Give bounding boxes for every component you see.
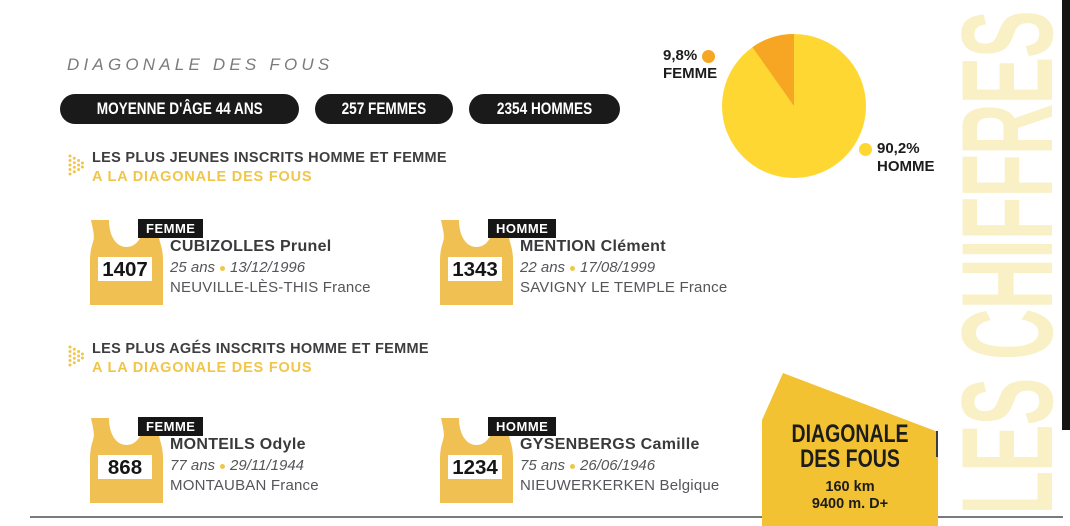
pie-chart-icon [722, 33, 866, 178]
watermark-text: LES CHIFFRES [934, 11, 1070, 515]
dot-separator-icon [220, 266, 226, 271]
badge-average-age: MOYENNE D'ÂGE 44 ANS [60, 94, 300, 124]
gender-tag: FEMME [138, 417, 204, 436]
gender-pie-chart [720, 32, 868, 185]
race-banner-title-line2: DES FOUS [800, 445, 900, 473]
runner-birthdate: 26/06/1946 [580, 457, 656, 474]
dotted-arrow-icon [68, 345, 84, 367]
runner-age-line: 75 ans 26/06/1946 [520, 457, 655, 474]
race-distance: 160 km [825, 479, 875, 495]
runner-card-youngest-homme: 1343 HOMME MENTION Clément 22 ans 17/08/… [440, 213, 790, 308]
gender-tag: HOMME [488, 417, 557, 436]
runner-age-line: 22 ans 17/08/1999 [520, 259, 655, 276]
bib-number: 868 [108, 456, 142, 479]
runner-location: NEUVILLE-LÈS-THIS France [170, 279, 371, 296]
femme-label: FEMME [663, 65, 718, 82]
runner-card-oldest-homme: 1234 HOMME GYSENBERGS Camille 75 ans 26/… [440, 411, 790, 506]
runner-name: MONTEILS Odyle [170, 436, 306, 453]
section-oldest-header: LES PLUS AGÉS INSCRITS HOMME ET FEMME A … [68, 341, 429, 376]
runner-birthdate: 29/11/1944 [230, 457, 305, 474]
canvas-right-edge-strip [1062, 0, 1070, 430]
dotted-arrow-icon [68, 154, 84, 176]
section-title: LES PLUS AGÉS INSCRITS HOMME ET FEMME [92, 341, 429, 357]
stats-badges: MOYENNE D'ÂGE 44 ANS 257 FEMMES 2354 HOM… [60, 94, 621, 124]
badge-women-count: 257 FEMMES [315, 94, 454, 124]
race-banner-title-line1: DIAGONALE [791, 420, 909, 448]
section-subtitle: A LA DIAGONALE DES FOUS [92, 360, 313, 376]
bib-number: 1343 [452, 258, 498, 281]
homme-percent: 90,2% [877, 140, 920, 157]
canvas-bottom-border [30, 516, 1063, 518]
homme-legend-dot-icon [859, 142, 872, 156]
race-bib-vest-icon: 1343 [440, 220, 513, 305]
page-title: DIAGONALE DES FOUS [67, 55, 334, 74]
runner-age: 77 ans [170, 457, 216, 474]
runner-age: 25 ans [170, 259, 216, 276]
section-title: LES PLUS JEUNES INSCRITS HOMME ET FEMME [92, 150, 447, 166]
race-bib-vest-icon: 1407 [90, 220, 163, 305]
runner-card-youngest-femme: 1407 FEMME CUBIZOLLES Prunel 25 ans 13/1… [90, 213, 440, 308]
banner-edge-seam [936, 431, 938, 457]
race-elevation: 9400 m. D+ [811, 496, 889, 512]
runner-location: SAVIGNY LE TEMPLE France [520, 279, 728, 296]
runner-location: MONTAUBAN France [170, 477, 319, 494]
badge-men-count: 2354 HOMMES [469, 94, 621, 124]
runner-name: CUBIZOLLES Prunel [170, 238, 332, 255]
runner-age: 75 ans [520, 457, 566, 474]
race-banner: DIAGONALE DES FOUS 160 km 9400 m. D+ [762, 373, 938, 526]
femme-legend-dot-icon [702, 49, 716, 63]
race-bib-vest-icon: 1234 [440, 418, 513, 503]
runner-name: MENTION Clément [520, 238, 666, 255]
bib-number: 1407 [102, 258, 148, 281]
runner-name: GYSENBERGS Camille [520, 436, 700, 453]
race-bib-vest-icon: 868 [90, 418, 163, 503]
dot-separator-icon [570, 266, 576, 271]
dot-separator-icon [570, 464, 576, 469]
runner-card-oldest-femme: 868 FEMME MONTEILS Odyle 77 ans 29/11/19… [90, 411, 440, 506]
bib-number: 1234 [452, 456, 498, 479]
gender-tag: FEMME [138, 219, 204, 238]
pie-label-femme: 9,8% FEMME [663, 47, 717, 83]
runner-birthdate: 13/12/1996 [230, 259, 306, 276]
pie-label-homme: 90,2% HOMME [859, 140, 935, 176]
section-subtitle: A LA DIAGONALE DES FOUS [92, 169, 313, 185]
homme-label: HOMME [877, 158, 935, 175]
femme-percent: 9,8% [663, 47, 698, 64]
runner-age-line: 77 ans 29/11/1944 [170, 457, 304, 474]
runner-age: 22 ans [520, 259, 566, 276]
dot-separator-icon [220, 464, 226, 469]
section-youngest-header: LES PLUS JEUNES INSCRITS HOMME ET FEMME … [68, 150, 447, 185]
runner-birthdate: 17/08/1999 [580, 259, 656, 276]
runner-age-line: 25 ans 13/12/1996 [170, 259, 305, 276]
gender-tag: HOMME [488, 219, 557, 238]
runner-location: NIEUWERKERKEN Belgique [520, 477, 720, 494]
